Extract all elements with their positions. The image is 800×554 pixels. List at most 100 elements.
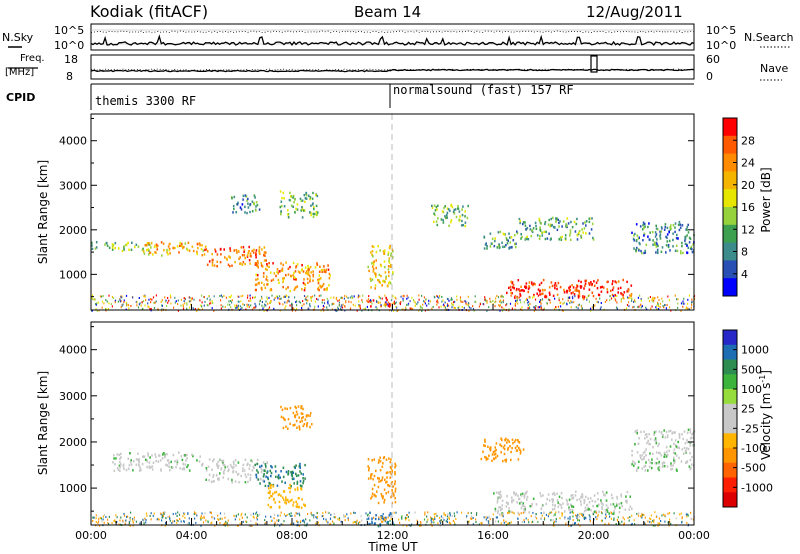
velocity-cell-5-41 [378, 459, 380, 462]
velocity-cell-9-102 [646, 435, 648, 439]
power-cell-10-38 [580, 285, 583, 288]
velocity-cell-7-58 [487, 457, 489, 460]
velocity-noise-368 [487, 520, 489, 523]
power-cell-8-35 [450, 221, 452, 224]
power-cell-9-24 [499, 246, 501, 249]
velocity-cell-0-16 [146, 465, 148, 469]
power-cell-3-120 [267, 283, 269, 286]
power-cell-5-40 [312, 215, 315, 219]
n-search-tick-bottom: 10^0 [706, 39, 736, 52]
power-noise-137 [292, 307, 294, 310]
velocity-cell-2-71 [290, 471, 292, 474]
power-noise-459 [514, 308, 516, 311]
velocity-cell-8-56 [586, 503, 588, 507]
velocity-cell-0-104 [129, 452, 131, 455]
power-cell-9-26 [498, 243, 500, 246]
power-cell-3-59 [314, 266, 317, 269]
power-cell-5-3 [305, 194, 308, 197]
power-noise-885 [447, 304, 449, 307]
power-cell-3-133 [309, 275, 311, 278]
velocity-cell-3-42 [267, 491, 270, 494]
velocity-cell-9-8 [687, 447, 690, 451]
power-cell-3-58 [255, 278, 257, 281]
power-cell-10-72 [541, 292, 544, 295]
velocity-cell-5-34 [389, 476, 392, 479]
power-cell-12-75 [674, 226, 676, 229]
velocity-noise-660 [640, 515, 642, 517]
power-cell-11-50 [582, 222, 584, 225]
power-cell-8-10 [453, 208, 456, 212]
velocity-cell-3-48 [274, 501, 277, 504]
power-noise-424 [303, 303, 305, 306]
velocity-cell-8-25 [604, 509, 607, 512]
power-noise-809 [132, 296, 134, 299]
power-noise-805 [441, 300, 443, 303]
power-cell-10-96 [584, 279, 587, 283]
power-cell-4-29 [242, 198, 244, 201]
velocity-noise-302 [214, 524, 216, 527]
power-cell-9-42 [489, 245, 492, 248]
velocity-noise-580 [326, 520, 328, 523]
power-noise-795 [331, 308, 333, 311]
power-noise-710 [510, 294, 512, 297]
power-cell-10-49 [537, 288, 540, 291]
power-noise-671 [287, 299, 289, 302]
velocity-cell-9-157 [668, 430, 670, 433]
velocity-noise-669 [135, 520, 137, 523]
power-noise-684 [685, 307, 687, 310]
power-noise-27 [658, 305, 660, 307]
velocity-cell-3-29 [270, 494, 272, 498]
velocity-noise-209 [634, 523, 636, 525]
power-cell-12-93 [655, 233, 658, 236]
power-cell-8-0 [464, 224, 467, 228]
power-cell-11-26 [588, 220, 591, 224]
power-cell-11-120 [564, 237, 567, 240]
velocity-cell-4-18 [304, 418, 307, 421]
power-noise-495 [437, 301, 439, 304]
power-noise-77 [201, 308, 203, 311]
power-cell-3-4 [301, 264, 303, 267]
velocity-cell-9-70 [663, 461, 666, 464]
power-cell-2-86 [246, 254, 249, 257]
velocity-noise-508 [382, 513, 384, 515]
velocity-noise-371 [162, 514, 164, 517]
velocity-noise-448 [650, 518, 652, 520]
power-noise-351 [489, 300, 491, 303]
power-cell-1-57 [169, 242, 171, 246]
velocity-cell-9-115 [658, 467, 661, 470]
power-cell-7-4 [370, 305, 372, 308]
power-cell-12-60 [660, 250, 663, 253]
power-noise-583 [363, 308, 365, 310]
velocity-cell-8-180 [554, 493, 556, 496]
power-noise-833 [220, 304, 222, 307]
power-cell-11-34 [556, 228, 559, 232]
velocity-noise-470 [685, 513, 687, 516]
velocity-cell-2-8 [299, 484, 302, 487]
velocity-noise-646 [420, 522, 422, 525]
power-cell-4-35 [252, 201, 255, 205]
velocity-cell-7-40 [514, 446, 517, 450]
power-noise-255 [640, 306, 642, 309]
power-noise-571 [222, 305, 224, 308]
power-cell-12-17 [633, 234, 635, 237]
power-cell-12-127 [642, 239, 644, 242]
power-cell-2-66 [225, 257, 228, 260]
power-noise-88 [151, 298, 153, 301]
power-cell-3-64 [296, 285, 299, 288]
velocity-cell-7-29 [517, 439, 519, 442]
power-cell-12-49 [672, 232, 674, 235]
power-cell-12-104 [642, 224, 644, 227]
power-noise-817 [237, 305, 239, 308]
power-noise-845 [296, 300, 298, 303]
velocity-noise-391 [550, 519, 552, 522]
power-cell-11-109 [559, 220, 561, 223]
power-cbar-label-0: 28 [741, 134, 755, 147]
velocity-cell-9-172 [647, 439, 649, 443]
velocity-noise-315 [116, 521, 118, 523]
power-noise-419 [99, 295, 102, 298]
power-cell-8-44 [433, 212, 435, 215]
power-noise-607 [259, 299, 261, 302]
velocity-noise-299 [205, 519, 207, 522]
velocity-cell-0-83 [159, 459, 162, 462]
velocity-cell-9-65 [653, 431, 656, 434]
